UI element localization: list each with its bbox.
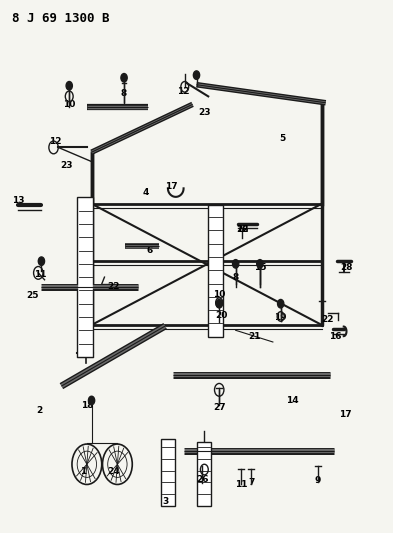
Text: 16: 16 [329,332,342,341]
Text: 1: 1 [80,467,86,475]
Text: 11: 11 [34,270,46,279]
Text: 22: 22 [321,315,334,324]
Text: 22: 22 [107,281,120,290]
Text: 25: 25 [27,291,39,300]
Text: 18: 18 [81,401,94,410]
Text: 5: 5 [279,134,286,143]
Text: 23: 23 [198,108,211,117]
Text: 16: 16 [237,225,249,234]
Circle shape [277,300,284,308]
Bar [197,442,211,506]
Text: 19: 19 [274,312,287,321]
Circle shape [88,396,95,405]
Text: 15: 15 [254,263,266,272]
Text: 7: 7 [248,478,255,487]
Bar [161,439,175,506]
Circle shape [216,300,222,308]
Bar [208,205,223,337]
Text: 10: 10 [213,289,226,298]
Text: 22: 22 [237,225,249,234]
Text: 27: 27 [213,403,226,412]
Circle shape [193,71,200,79]
Text: 12: 12 [49,137,62,146]
Text: 20: 20 [215,311,228,320]
Text: 3: 3 [162,497,168,506]
Text: 13: 13 [12,196,24,205]
Text: 24: 24 [107,467,120,475]
Circle shape [233,260,239,268]
Text: 2: 2 [37,406,43,415]
Text: 21: 21 [248,332,261,341]
Text: 6: 6 [146,246,152,255]
Text: 11: 11 [235,480,248,489]
Text: 8 J 69 1300 B: 8 J 69 1300 B [13,12,110,26]
Text: 17: 17 [339,410,352,419]
Text: 14: 14 [286,396,299,405]
Text: 9: 9 [315,476,321,484]
Text: 17: 17 [165,182,178,191]
Text: 28: 28 [340,263,353,272]
Text: 10: 10 [63,100,75,109]
Text: 23: 23 [60,161,73,170]
Circle shape [257,260,263,268]
Circle shape [38,257,44,265]
Text: 8: 8 [121,89,127,98]
Circle shape [66,82,72,90]
Text: 8: 8 [233,273,239,281]
Text: 12: 12 [176,86,189,95]
Text: 26: 26 [196,475,209,483]
Bar [77,197,93,357]
Text: 4: 4 [142,188,149,197]
Circle shape [121,74,127,82]
